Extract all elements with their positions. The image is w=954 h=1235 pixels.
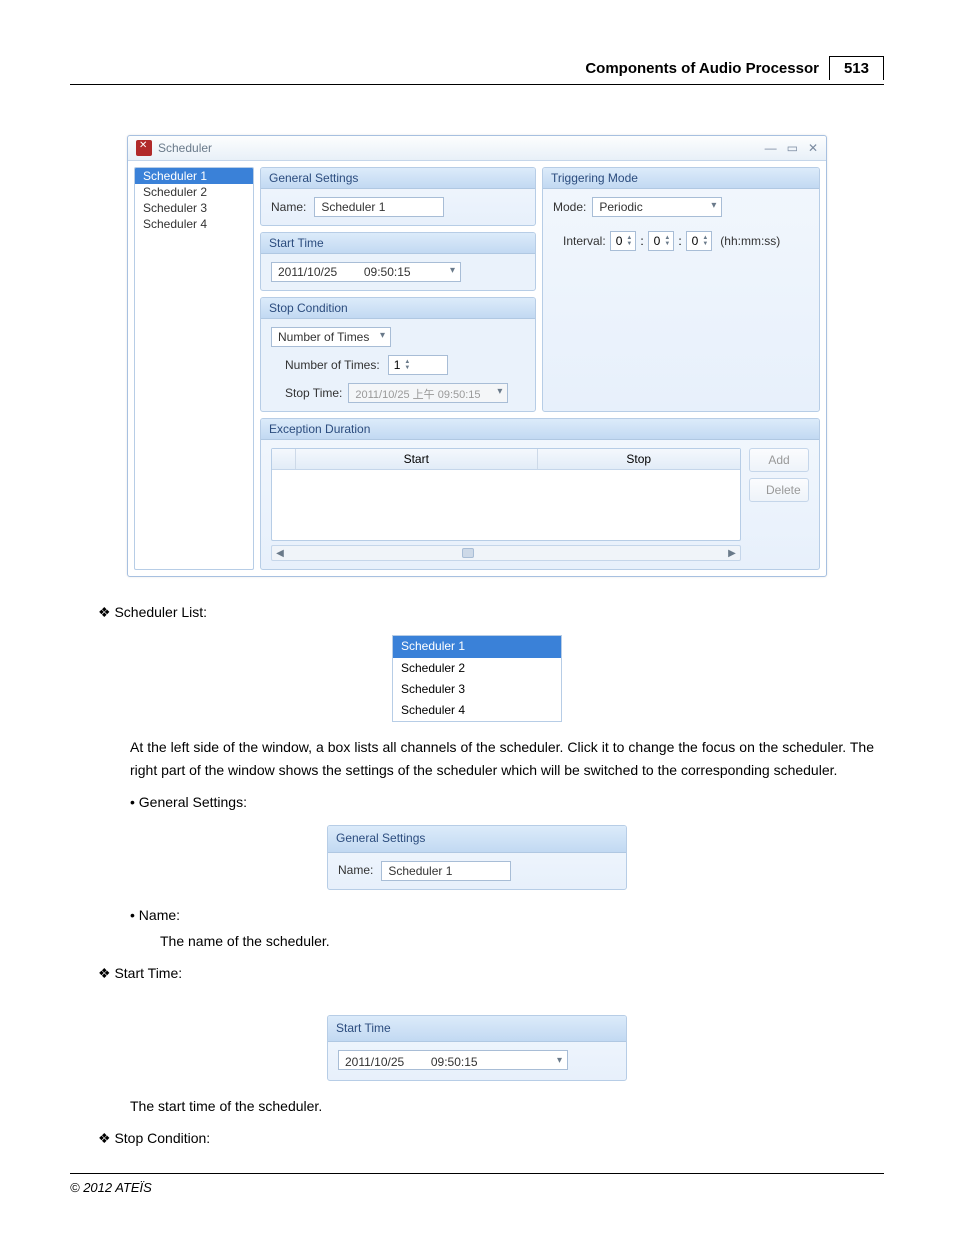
name-label: Name:: [271, 200, 306, 214]
page-header: Components of Audio Processor 513: [70, 60, 884, 85]
interval-label: Interval:: [563, 234, 606, 248]
paragraph: At the left side of the window, a box li…: [130, 736, 874, 781]
stop-mode-dropdown[interactable]: Number of Times: [271, 327, 391, 347]
list-item[interactable]: Scheduler 3: [135, 200, 253, 216]
heading-start-time: Start Time:: [98, 962, 884, 984]
table-body: [272, 470, 740, 540]
interval-hh[interactable]: 0▲▼: [610, 231, 637, 251]
col-blank: [272, 449, 296, 469]
scheduler-list[interactable]: Scheduler 1 Scheduler 2 Scheduler 3 Sche…: [134, 167, 254, 570]
app-icon: [136, 140, 152, 156]
list-item[interactable]: Scheduler 4: [393, 700, 561, 721]
start-time-dropdown[interactable]: 2011/10/25 09:50:15: [338, 1050, 568, 1070]
window-title: Scheduler: [158, 141, 212, 155]
general-settings-group: General Settings Name:: [260, 167, 536, 226]
heading-stop-condition: Stop Condition:: [98, 1127, 884, 1149]
stoptime-dropdown[interactable]: 2011/10/25 上午 09:50:15: [348, 383, 508, 403]
heading-scheduler-list: Scheduler List:: [98, 601, 884, 623]
col-start: Start: [296, 449, 538, 469]
group-header: General Settings: [328, 826, 626, 852]
header-title: Components of Audio Processor: [585, 60, 829, 77]
list-item[interactable]: Scheduler 3: [393, 679, 561, 700]
name-label: Name:: [338, 861, 373, 880]
inset-scheduler-list: Scheduler 1 Scheduler 2 Scheduler 3 Sche…: [392, 635, 562, 722]
page-footer: © 2012 ATEÏS: [70, 1173, 884, 1195]
inset-start-time: Start Time 2011/10/25 09:50:15: [327, 1015, 627, 1081]
list-item[interactable]: Scheduler 2: [393, 658, 561, 679]
exception-duration-group: Exception Duration Start Stop: [260, 418, 820, 570]
scroll-right-icon[interactable]: ▶: [724, 548, 740, 559]
group-header: Stop Condition: [261, 298, 535, 319]
paragraph: The name of the scheduler.: [160, 930, 884, 952]
group-header: General Settings: [261, 168, 535, 189]
group-header: Start Time: [328, 1016, 626, 1042]
h-scrollbar[interactable]: ◀ ▶: [271, 545, 741, 561]
interval-ss[interactable]: 0▲▼: [686, 231, 713, 251]
interval-unit: (hh:mm:ss): [720, 234, 780, 248]
group-header: Start Time: [261, 233, 535, 254]
list-item[interactable]: Scheduler 1: [135, 168, 253, 184]
stop-condition-group: Stop Condition Number of Times Number of…: [260, 297, 536, 412]
paragraph: The start time of the scheduler.: [130, 1095, 874, 1117]
group-header: Exception Duration: [261, 419, 819, 440]
scroll-thumb[interactable]: [462, 548, 474, 558]
maximize-icon[interactable]: ▭: [787, 141, 798, 155]
window-titlebar: Scheduler — ▭ ✕: [128, 136, 826, 161]
name-input[interactable]: [381, 861, 511, 881]
add-button[interactable]: Add: [749, 448, 809, 472]
delete-button[interactable]: Delete: [749, 478, 809, 502]
list-item[interactable]: Scheduler 4: [135, 216, 253, 232]
page-number: 513: [829, 56, 884, 80]
close-icon[interactable]: ✕: [808, 141, 818, 155]
name-input[interactable]: [314, 197, 444, 217]
inset-general-settings: General Settings Name:: [327, 825, 627, 889]
list-item[interactable]: Scheduler 2: [135, 184, 253, 200]
heading-name: Name:: [130, 904, 884, 926]
heading-general-settings: General Settings:: [130, 791, 884, 813]
interval-mm[interactable]: 0▲▼: [648, 231, 675, 251]
list-item[interactable]: Scheduler 1: [393, 636, 561, 657]
exception-table: Start Stop: [271, 448, 741, 541]
start-time-group: Start Time 2011/10/25 09:50:15: [260, 232, 536, 291]
mode-dropdown[interactable]: Periodic: [592, 197, 722, 217]
scheduler-window: Scheduler — ▭ ✕ Scheduler 1 Scheduler 2 …: [127, 135, 827, 577]
col-stop: Stop: [538, 449, 740, 469]
scroll-left-icon[interactable]: ◀: [272, 548, 288, 559]
ntimes-label: Number of Times:: [285, 358, 380, 372]
minimize-icon[interactable]: —: [765, 141, 777, 155]
start-time-dropdown[interactable]: 2011/10/25 09:50:15: [271, 262, 461, 282]
stoptime-label: Stop Time:: [285, 386, 342, 400]
triggering-mode-group: Triggering Mode Mode: Periodic Interval:…: [542, 167, 820, 412]
group-header: Triggering Mode: [543, 168, 819, 189]
mode-label: Mode:: [553, 200, 586, 214]
ntimes-spinner[interactable]: 1 ▲▼: [388, 355, 448, 375]
spinner-buttons[interactable]: ▲▼: [404, 359, 410, 371]
